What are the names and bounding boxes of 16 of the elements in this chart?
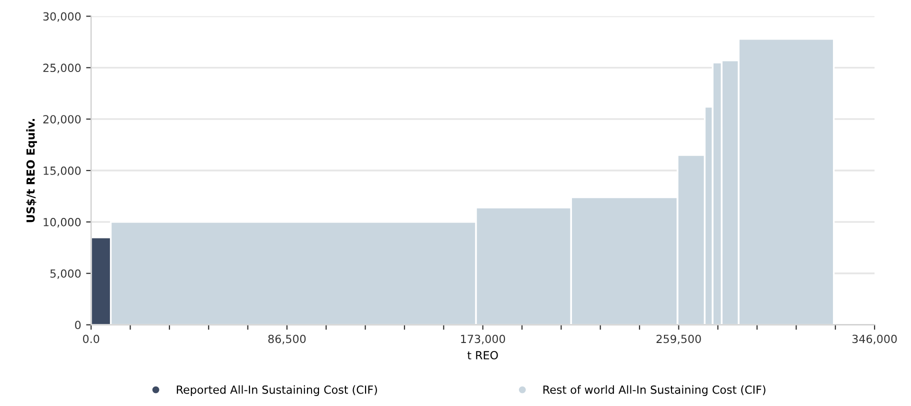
x-tick-label: 0.0 [83,334,100,344]
legend-label: Rest of world All-In Sustaining Cost (CIF) [543,385,766,396]
legend-label: Reported All-In Sustaining Cost (CIF) [176,385,377,396]
x-tick-label: 86,500 [268,334,306,344]
y-tick-label: 10,000 [44,218,81,228]
y-tick-label: 15,000 [44,166,81,176]
x-tick-label: 346,000 [852,334,897,344]
y-tick-label: 25,000 [43,64,81,74]
x-tick-label: 173,000 [461,334,506,344]
y-tick-label: 0 [75,320,81,330]
y-tick-label: 5,000 [50,269,81,279]
y-tick-label: 30,000 [43,12,81,22]
y-axis-title: US$/t REO Equiv. [26,119,37,222]
x-axis-title: t REO [467,351,498,360]
x-tick-label: 259,500 [656,334,701,344]
y-tick-label: 20,000 [43,115,81,125]
